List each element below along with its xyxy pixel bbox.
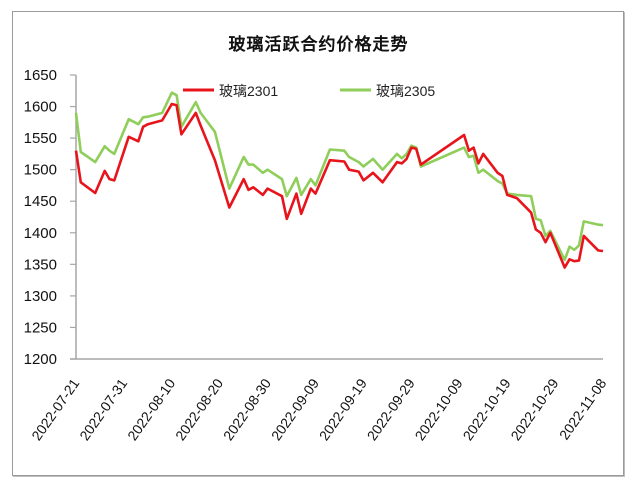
x-tick-label: 2022-08-10 xyxy=(124,375,178,443)
x-tick-label: 2022-10-19 xyxy=(459,375,513,443)
y-tick-label: 1550 xyxy=(24,130,57,147)
y-tick-label: 1500 xyxy=(24,162,57,179)
x-tick-label: 2022-08-30 xyxy=(220,375,274,443)
x-tick-label: 2022-07-21 xyxy=(28,375,82,443)
x-tick-label: 2022-09-19 xyxy=(316,375,370,443)
y-axis: 1200 1250 1300 1350 1400 1450 1500 1550 1600 1650 xyxy=(24,67,77,368)
y-tick-label: 1650 xyxy=(24,67,57,84)
x-tick-label: 2022-11-08 xyxy=(556,375,610,442)
y-tick-label: 1450 xyxy=(24,193,57,210)
y-tick-label: 1350 xyxy=(24,256,57,273)
chart-title: 玻璃活跃合约价格走势 xyxy=(228,35,409,54)
y-tick-label: 1400 xyxy=(24,225,57,242)
chart-frame xyxy=(12,11,624,476)
legend-label-2301: 玻璃2301 xyxy=(219,83,278,99)
series-line-2305 xyxy=(74,91,604,262)
y-tick-label: 1200 xyxy=(24,351,57,368)
x-tick-label: 2022-09-29 xyxy=(364,375,418,443)
series-lines xyxy=(74,91,604,269)
x-tick-label: 2022-08-20 xyxy=(172,375,226,443)
x-tick-label: 2022-09-09 xyxy=(268,375,322,443)
x-tick-label: 2022-07-31 xyxy=(76,375,130,443)
series-line-2301 xyxy=(74,102,604,269)
y-tick-label: 1600 xyxy=(24,99,57,116)
x-axis: 2022-07-212022-07-312022-08-102022-08-20… xyxy=(28,358,610,443)
y-tick-label: 1300 xyxy=(24,288,57,305)
x-tick-label: 2022-10-29 xyxy=(507,375,561,443)
legend-label-2305: 玻璃2305 xyxy=(376,83,435,99)
x-tick-label: 2022-10-09 xyxy=(412,375,466,443)
y-tick-label: 1250 xyxy=(24,319,57,336)
legend: 玻璃2301 玻璃2305 xyxy=(183,83,435,99)
